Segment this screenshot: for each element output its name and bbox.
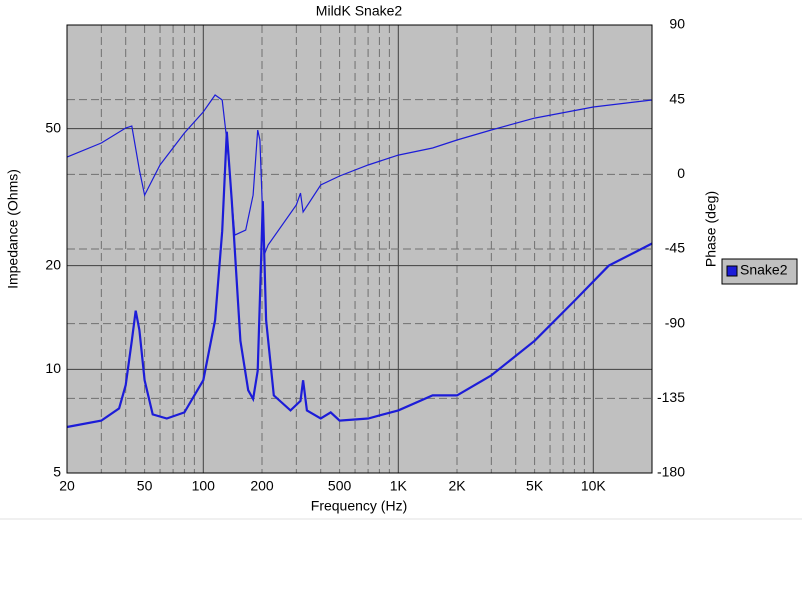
x-axis-title: Frequency (Hz) [311,498,407,514]
chart-title: MildK Snake2 [316,3,403,19]
plot-border [66,24,653,474]
y-tick-label: 50 [45,119,61,135]
y-tick-label: 5 [53,464,61,480]
series-line [66,131,653,429]
y2-tick-label: -135 [657,389,685,405]
y-tick-label: 20 [45,256,61,272]
y2-tick-label: 45 [669,90,685,106]
x-tick-label: 500 [328,478,352,494]
y2-tick-label: 0 [677,165,685,181]
x-tick-label: 10K [581,478,607,494]
x-tick-label: 2K [448,478,466,494]
y-axis-title: Impedance (Ohms) [5,169,21,289]
x-tick-label: 20 [59,478,75,494]
legend-swatch [726,265,738,277]
y2-tick-label: -180 [657,464,685,480]
y2-tick-label: -45 [665,240,685,256]
x-tick-label: 100 [192,478,216,494]
y2-axis-title: Phase (deg) [703,191,719,267]
y-tick-label: 10 [45,360,61,376]
legend-label: Snake2 [740,262,788,278]
x-tick-label: 50 [137,478,153,494]
x-tick-label: 200 [250,478,274,494]
series-line [66,94,653,256]
y2-tick-label: -90 [665,314,685,330]
x-tick-label: 1K [390,478,408,494]
y2-tick-label: 90 [669,16,685,32]
x-tick-label: 5K [526,478,544,494]
